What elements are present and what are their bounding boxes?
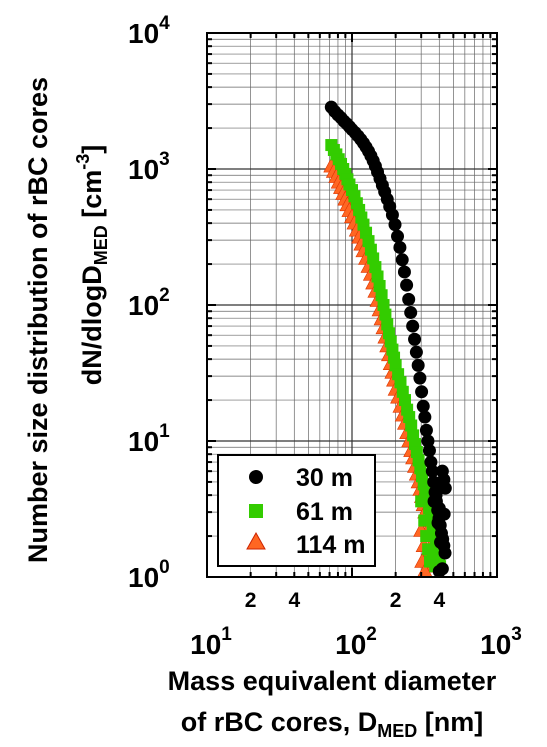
data-point-30m bbox=[406, 319, 420, 333]
x-tick-label: 102 bbox=[335, 624, 377, 660]
data-point-30m bbox=[388, 218, 402, 232]
data-point-61m bbox=[423, 502, 436, 515]
data-point-30m bbox=[421, 434, 435, 448]
legend: 30 m 61 m 114 m bbox=[217, 454, 376, 567]
legend-item-61m: 61 m bbox=[249, 498, 353, 526]
legend-item-30m: 30 m bbox=[249, 464, 353, 492]
data-point-61m bbox=[405, 419, 418, 432]
data-point-30m bbox=[409, 345, 423, 359]
data-point-30m bbox=[425, 464, 439, 478]
data-point-61m bbox=[415, 495, 428, 508]
data-point-61m bbox=[369, 261, 382, 274]
x-axis-title-line2: of rBC cores, DMED [nm] bbox=[181, 707, 484, 741]
y-tick-label: 101 bbox=[128, 421, 170, 457]
data-point-30m bbox=[438, 481, 452, 495]
plot-frame bbox=[206, 32, 498, 578]
data-point-61m bbox=[394, 376, 407, 389]
x-minor-tick-label: 4 bbox=[288, 589, 300, 612]
tick-layer bbox=[206, 32, 498, 578]
y-tick-label: 100 bbox=[128, 557, 170, 593]
legend-box bbox=[217, 454, 376, 567]
data-point-30m bbox=[391, 229, 405, 243]
data-point-30m bbox=[418, 410, 432, 424]
data-point-30m bbox=[415, 385, 429, 399]
y-tick-label: 104 bbox=[128, 13, 170, 49]
data-point-30m bbox=[434, 535, 448, 549]
data-point-30m bbox=[393, 240, 407, 254]
legend-marker-114m bbox=[246, 531, 266, 550]
data-point-61m bbox=[398, 394, 411, 407]
data-point-30m bbox=[397, 265, 411, 279]
legend-label-30m: 30 m bbox=[296, 464, 353, 492]
y-axis-title-line2: dN/dlogDMED [cm-3] bbox=[73, 145, 111, 386]
data-point-61m bbox=[426, 547, 439, 560]
data-point-30m bbox=[413, 371, 427, 385]
data-point-30m bbox=[402, 292, 416, 306]
x-minor-tick-label: 2 bbox=[245, 589, 257, 612]
legend-marker-30m bbox=[249, 470, 263, 484]
series-layer bbox=[323, 100, 452, 578]
legend-label-114m: 114 m bbox=[296, 531, 366, 559]
data-point-30m bbox=[419, 423, 433, 437]
data-point-30m bbox=[385, 208, 399, 222]
data-point-30m bbox=[416, 399, 430, 413]
data-point-61m bbox=[375, 289, 388, 302]
tick-label-layer: 101 102 103 2 4 2 4 100 101 102 103 104 bbox=[128, 13, 522, 660]
legend-label-61m: 61 m bbox=[296, 498, 353, 526]
y-tick-label: 103 bbox=[128, 149, 170, 185]
data-point-61m bbox=[373, 279, 386, 292]
x-axis-title-line1: Mass equivalent diameter bbox=[168, 666, 497, 696]
data-point-30m bbox=[395, 253, 409, 267]
x-tick-label: 103 bbox=[480, 624, 522, 660]
legend-marker-61m bbox=[249, 504, 263, 518]
y-tick-label: 102 bbox=[128, 285, 170, 321]
x-minor-tick-label: 4 bbox=[433, 589, 445, 612]
data-point-61m bbox=[379, 308, 392, 321]
x-minor-tick-label: 2 bbox=[390, 589, 402, 612]
data-point-30m bbox=[400, 278, 414, 292]
data-point-30m bbox=[404, 306, 418, 320]
data-point-30m bbox=[408, 332, 422, 346]
data-point-30m bbox=[437, 507, 451, 521]
data-point-30m bbox=[411, 358, 425, 372]
legend-item-114m: 114 m bbox=[246, 531, 366, 559]
x-tick-label: 101 bbox=[190, 624, 232, 660]
data-point-61m bbox=[420, 530, 433, 543]
data-point-30m bbox=[438, 546, 452, 560]
data-point-61m bbox=[371, 270, 384, 283]
data-point-30m bbox=[422, 444, 436, 458]
data-point-61m bbox=[377, 299, 390, 311]
y-axis-title-line1: Number size distribution of rBC cores bbox=[23, 77, 53, 563]
data-point-61m bbox=[418, 514, 431, 527]
data-point-30m bbox=[435, 562, 449, 576]
